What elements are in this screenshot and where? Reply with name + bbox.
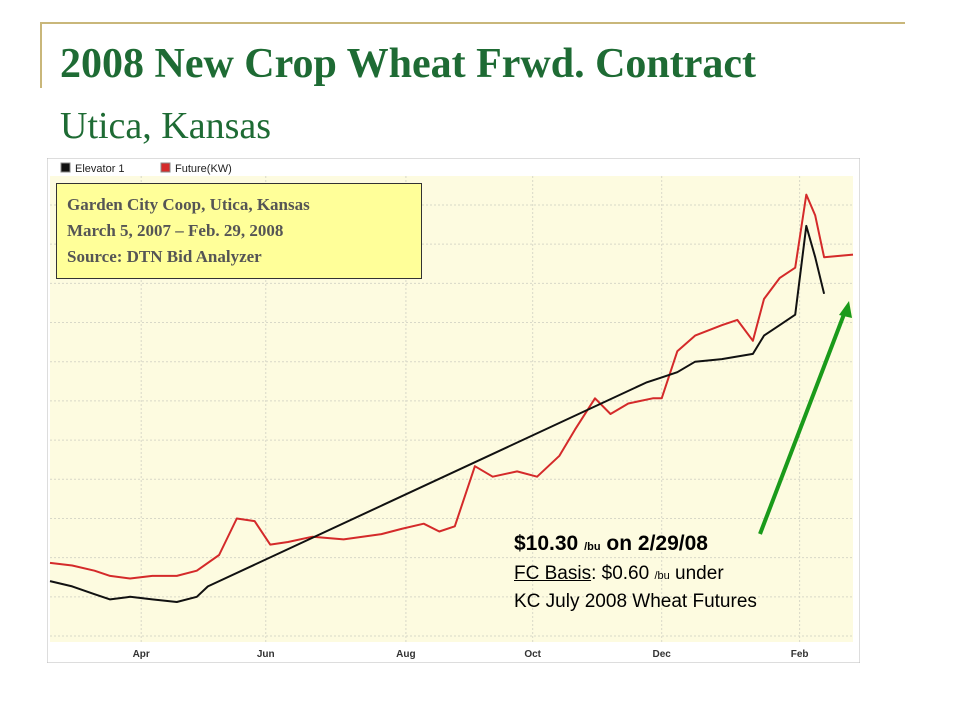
legend-label-elevator: Elevator 1	[75, 163, 125, 175]
annotation-basis-under: under	[675, 563, 724, 584]
x-tick-label-dec: Dec	[653, 649, 672, 660]
info-line-coop: Garden City Coop, Utica, Kansas	[67, 195, 310, 214]
arrow-head	[839, 301, 852, 318]
annotation-price-date: on 2/29/08	[606, 532, 708, 555]
series-group	[49, 193, 854, 603]
legend: Elevator 1 Future(KW)	[60, 162, 232, 175]
annotation-basis-label: FC Basis	[514, 563, 592, 584]
legend-swatch-elevator	[60, 162, 71, 173]
x-tick-label-aug: Aug	[396, 649, 415, 660]
slide-subtitle: Utica, Kansas	[60, 105, 272, 147]
slide-title: 2008 New Crop Wheat Frwd. Contract	[60, 41, 757, 87]
x-tick-label-apr: Apr	[133, 649, 150, 660]
x-tick-label-oct: Oct	[524, 649, 541, 660]
annotation-basis-value: : $0.60	[591, 563, 650, 584]
decor-top-rule	[40, 22, 905, 24]
info-line-dates: March 5, 2007 – Feb. 29, 2008	[67, 221, 284, 240]
annotation-basis-unit: /bu	[654, 570, 670, 582]
arrow-shaft	[758, 308, 848, 535]
x-axis: Apr Jun Aug Oct Dec Feb	[133, 649, 809, 660]
annotation-price: $10.30	[514, 532, 579, 555]
series-line-elevator	[49, 224, 826, 603]
annotation-price-line: $10.30 /bu on 2/29/08	[514, 530, 844, 561]
annotation-basis-line: FC Basis: $0.60 /bu under	[514, 561, 844, 589]
trend-arrow	[758, 301, 852, 535]
annotation-price-unit: /bu	[584, 541, 601, 553]
decor-left-rule	[40, 22, 42, 88]
price-annotation: $10.30 /bu on 2/29/08 FC Basis: $0.60 /b…	[514, 530, 844, 615]
source-info-box: Garden City Coop, Utica, Kansas March 5,…	[56, 183, 422, 279]
series-line-future	[49, 193, 854, 580]
x-tick-label-jun: Jun	[257, 649, 275, 660]
x-tick-label-feb: Feb	[791, 649, 809, 660]
legend-swatch-future	[160, 162, 171, 173]
legend-label-future: Future(KW)	[175, 163, 232, 175]
info-line-source: Source: DTN Bid Analyzer	[67, 247, 262, 266]
annotation-futures-line: KC July 2008 Wheat Futures	[514, 591, 757, 612]
